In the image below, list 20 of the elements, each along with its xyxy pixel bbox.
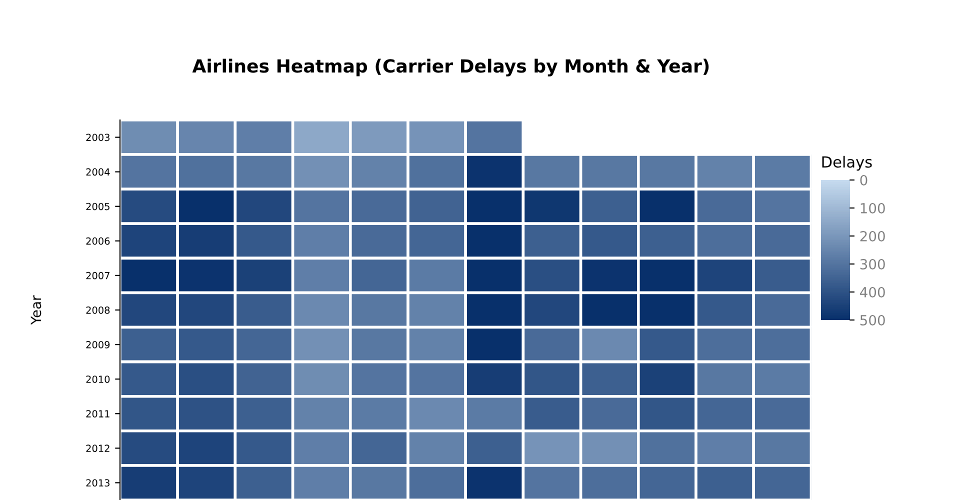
y-tick-label: 2005 <box>86 202 110 210</box>
color-bar-label: 300 <box>860 258 885 270</box>
y-tick-label: 2012 <box>86 444 110 452</box>
color-bar-label: 500 <box>860 314 885 326</box>
y-tick-label: 2008 <box>86 306 110 314</box>
color-bar-label: 0 <box>860 174 868 186</box>
color-bar-label: 400 <box>860 286 885 298</box>
y-tick-label: 2003 <box>86 134 110 142</box>
y-tick-label: 2009 <box>86 341 110 348</box>
y-tick-label: 2013 <box>86 479 110 487</box>
y-tick-label: 2006 <box>86 237 110 245</box>
y-tick-label: 2010 <box>86 376 110 383</box>
y-tick-label: 2004 <box>86 168 110 176</box>
color-bar-label: 100 <box>860 202 885 214</box>
y-axis-title: Year <box>30 295 42 325</box>
chart-title: Airlines Heatmap (Carrier Delays by Month & Year) <box>192 58 709 76</box>
y-tick-label: 2011 <box>86 410 110 418</box>
color-bar-label: 200 <box>860 230 885 242</box>
y-tick-label: 2007 <box>86 272 110 280</box>
color-bar-title: Delays <box>822 156 872 171</box>
